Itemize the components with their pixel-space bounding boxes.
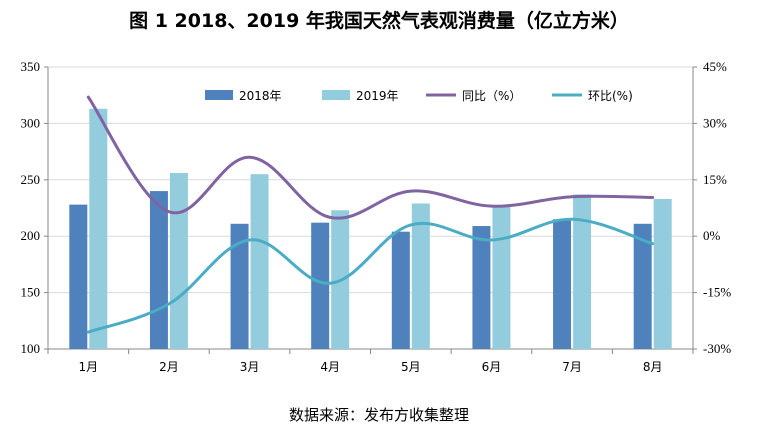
y-right-tick-label: 30% (703, 115, 727, 130)
tick-labels: 100 -30% 150 -15% 200 0% 250 15% 300 30% 350 45% 1月 2… (21, 59, 732, 374)
bar-2019 (169, 173, 188, 349)
bar-2018 (553, 219, 572, 349)
lines (86, 95, 655, 334)
x-category-label: 3月 (240, 360, 260, 374)
x-category-label: 5月 (401, 360, 421, 374)
legend-2019-label: 2019年 (356, 89, 399, 103)
x-category-label: 2月 (159, 360, 179, 374)
bar-2018 (472, 226, 491, 349)
bar-2019 (89, 108, 108, 350)
y-right-tick-label: -15% (703, 285, 731, 300)
bar-2018 (149, 191, 168, 349)
chart-title: 图 1 2018、2019 年我国天然气表观消费量（亿立方米） (129, 10, 629, 32)
mom-line (86, 217, 655, 334)
bar-2019 (573, 194, 592, 349)
bars (69, 108, 672, 350)
y-left-tick-label: 200 (21, 228, 41, 243)
bar-2018 (69, 204, 88, 349)
y-right-tick-label: 45% (703, 59, 727, 74)
axes (44, 66, 697, 354)
bar-2019 (250, 174, 269, 349)
legend-2018-swatch (205, 90, 233, 100)
y-right-tick-label: 15% (703, 172, 727, 187)
legend-yoy-label: 同比（%） (462, 89, 521, 103)
y-right-tick-label: 0% (703, 228, 721, 243)
bar-2019 (492, 206, 511, 349)
bar-2018 (391, 231, 410, 349)
x-category-label: 6月 (482, 360, 502, 374)
bar-2019 (653, 198, 672, 349)
y-left-tick-label: 350 (21, 59, 41, 74)
y-left-tick-label: 150 (21, 285, 41, 300)
y-left-tick-label: 300 (21, 115, 41, 130)
y-right-tick-label: -30% (703, 341, 731, 356)
x-category-label: 4月 (320, 360, 340, 374)
x-category-label: 8月 (643, 360, 663, 374)
legend-mom-label: 环比(%) (588, 89, 633, 103)
y-left-tick-label: 250 (21, 172, 41, 187)
bar-2019 (411, 203, 430, 349)
source-note: 数据来源：发布方收集整理 (288, 406, 469, 424)
x-category-label: 7月 (562, 360, 582, 374)
legend-2019-swatch (322, 90, 350, 100)
bar-2018 (230, 223, 249, 349)
y-left-tick-label: 100 (21, 341, 41, 356)
bar-2018 (311, 222, 330, 349)
yoy-line (86, 95, 655, 220)
legend: 2018年 2019年 同比（%） 环比(%) (205, 89, 633, 103)
bar-2018 (633, 223, 652, 349)
x-category-label: 1月 (78, 360, 98, 374)
legend-2018-label: 2018年 (239, 89, 282, 103)
